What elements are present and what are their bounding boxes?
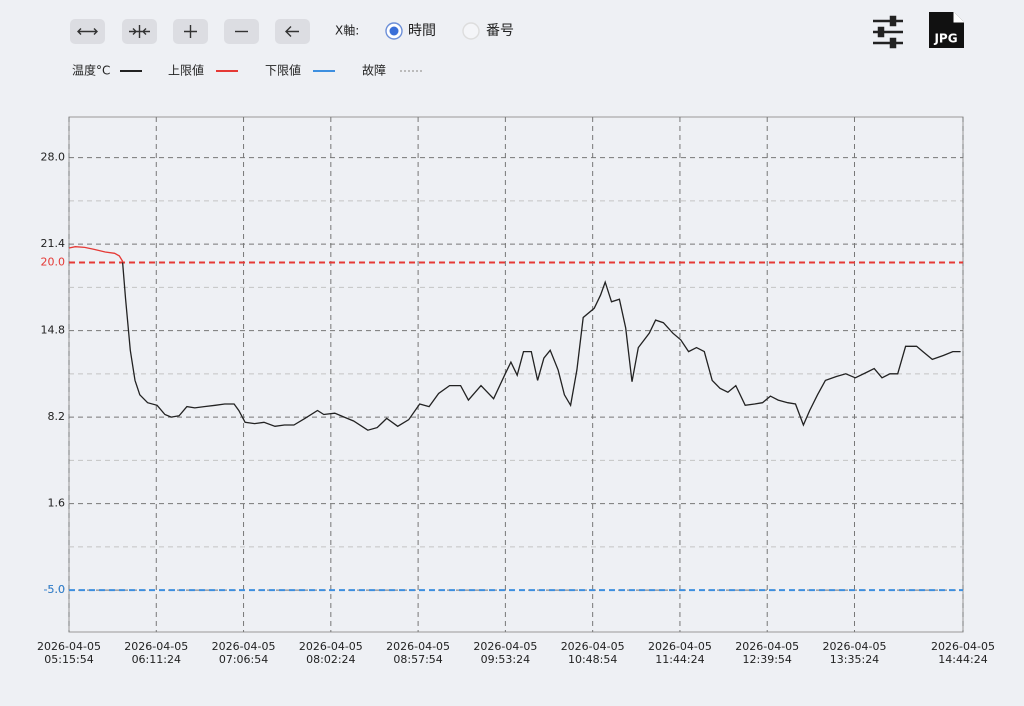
x-tick-label: 2026-04-05 10:48:54 bbox=[560, 640, 625, 666]
x-tick-label: 2026-04-05 08:02:24 bbox=[298, 640, 363, 666]
radio-label[interactable]: 番号 bbox=[486, 23, 514, 39]
x-tick-label: 2026-04-05 09:53:24 bbox=[473, 640, 538, 666]
y-tick-label: -5.0 bbox=[44, 583, 65, 596]
y-tick-label: 28.0 bbox=[41, 151, 66, 164]
data-line-over-limit bbox=[68, 246, 124, 263]
x-tick-label: 2026-04-05 08:57:54 bbox=[386, 640, 451, 666]
x-tick-label: 2026-04-05 11:44:24 bbox=[647, 640, 712, 666]
radio-index[interactable] bbox=[462, 22, 480, 40]
limit-label: 20.0 bbox=[41, 255, 66, 268]
settings-icon[interactable] bbox=[873, 15, 903, 49]
x-tick-label: 2026-04-05 14:44:24 bbox=[931, 640, 995, 666]
y-tick-label: 1.6 bbox=[48, 497, 66, 510]
export-label: JPG bbox=[933, 32, 957, 46]
x-tick-label: 2026-04-05 06:11:24 bbox=[124, 640, 189, 666]
y-tick-label: 14.8 bbox=[41, 324, 66, 337]
x-tick-label: 2026-04-05 12:39:54 bbox=[735, 640, 800, 666]
y-tick-label: 21.4 bbox=[41, 237, 66, 250]
radio-label[interactable]: 時間 bbox=[408, 23, 436, 39]
x-tick-label: 2026-04-05 05:15:54 bbox=[37, 640, 101, 666]
x-tick-label: 2026-04-05 07:06:54 bbox=[211, 640, 276, 666]
legend-label: 温度°C bbox=[72, 63, 110, 78]
data-line bbox=[121, 262, 961, 431]
legend-label: 故障 bbox=[362, 63, 386, 78]
x-axis-label: X軸: bbox=[335, 24, 359, 38]
y-tick-label: 8.2 bbox=[48, 410, 66, 423]
legend-label: 上限値 bbox=[168, 63, 204, 78]
limit-label: -5.0 bbox=[44, 583, 65, 596]
plot-border bbox=[68, 116, 964, 633]
toolbar bbox=[70, 12, 964, 49]
legend-label: 下限値 bbox=[265, 63, 301, 78]
x-tick-label: 2026-04-05 13:35:24 bbox=[822, 640, 887, 666]
